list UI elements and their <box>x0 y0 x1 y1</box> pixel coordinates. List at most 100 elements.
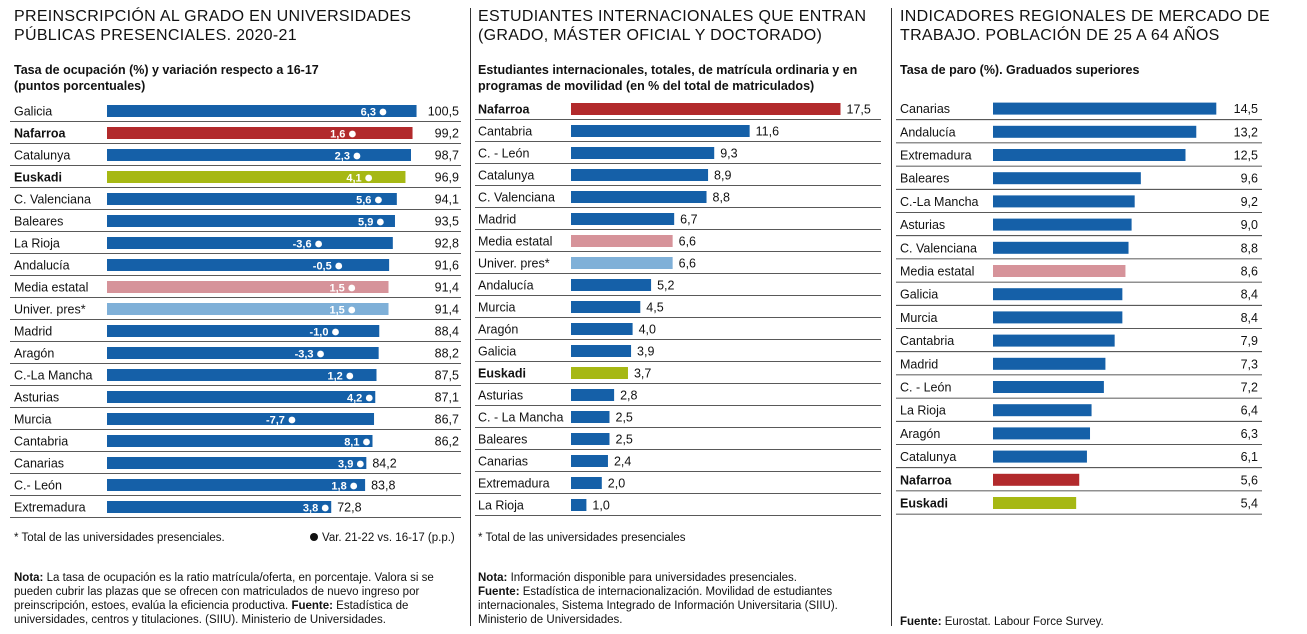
variation-label-galicia: 6,3 <box>361 107 376 119</box>
bar-asturias <box>993 218 1132 231</box>
value-label-c-valenciana: 94,1 <box>435 193 459 207</box>
value-label-catalunya: 8,9 <box>714 169 731 183</box>
bar-andalucia <box>107 259 390 271</box>
variation-dot-galicia <box>379 108 387 116</box>
value-label-catalunya: 6,1 <box>1241 450 1258 464</box>
variation-label-nafarroa: 1,6 <box>330 129 345 141</box>
divider-left <box>470 8 471 626</box>
chart-subtitle: Tasa de paro (%). Graduados superiores <box>900 63 1140 77</box>
variation-label-c-la-mancha: 1,2 <box>328 371 343 383</box>
category-label-c-leon: C. - León <box>900 381 951 395</box>
value-label-catalunya: 98,7 <box>435 149 459 163</box>
category-label-murcia: Murcia <box>14 413 52 427</box>
category-label-galicia: Galicia <box>478 345 516 359</box>
bar-madrid <box>107 325 380 337</box>
source-label: Fuente: <box>900 616 942 628</box>
category-label-media-estatal: Media estatal <box>478 235 552 249</box>
variation-dot-cantabria <box>363 438 370 446</box>
bar-canarias <box>107 457 367 469</box>
category-label-andalucia: Andalucía <box>14 259 70 273</box>
variation-label-extremadura: 3,8 <box>303 503 318 515</box>
value-label-euskadi: 96,9 <box>435 171 459 185</box>
value-label-univer-pres: 91,4 <box>435 303 459 317</box>
variation-dot-baleares <box>376 218 384 226</box>
bar-madrid <box>993 357 1106 370</box>
variation-dot-canarias <box>356 460 364 468</box>
value-label-canarias: 14,5 <box>1234 102 1258 116</box>
bar-extremadura <box>993 149 1186 161</box>
value-label-la-rioja: 92,8 <box>435 237 459 251</box>
category-label-madrid: Madrid <box>900 357 938 371</box>
variation-label-media-estatal: 1,5 <box>329 283 344 295</box>
legend-variation: Var. 21-22 vs. 16-17 (p.p.) <box>310 531 455 545</box>
category-label-aragon: Aragón <box>900 427 940 441</box>
chart-title: INDICADORES REGIONALES DE MERCADO DE TRA… <box>900 8 1270 44</box>
variation-dot-la-rioja <box>315 240 322 248</box>
value-label-baleares: 9,6 <box>1241 172 1258 186</box>
source-text: Eurostat. Labour Force Survey. <box>944 616 1104 628</box>
category-label-baleares: Baleares <box>478 433 527 447</box>
bar-euskadi <box>571 367 628 379</box>
bar-aragon <box>107 347 379 359</box>
variation-label-c-leon: 1,8 <box>331 481 346 493</box>
bar-andalucia <box>571 279 652 291</box>
category-label-univer-pres: Univer. pres* <box>478 257 550 271</box>
bar-c-leon <box>571 147 715 159</box>
value-label-aragon: 6,3 <box>1241 427 1258 441</box>
value-label-univer-pres: 6,6 <box>679 257 696 271</box>
bar-andalucia <box>993 125 1197 138</box>
bar-c-leon <box>107 479 366 491</box>
variation-dot-media-estatal <box>348 284 356 292</box>
bar-media-estatal <box>571 235 673 247</box>
value-label-nafarroa: 99,2 <box>435 127 459 141</box>
bar-media-estatal <box>107 281 389 293</box>
value-label-murcia: 86,7 <box>435 413 459 427</box>
category-label-murcia: Murcia <box>900 311 938 325</box>
category-label-euskadi: Euskadi <box>14 171 62 185</box>
value-label-madrid: 7,3 <box>1241 357 1258 371</box>
category-label-la-rioja: La Rioja <box>478 499 524 513</box>
value-label-media-estatal: 6,6 <box>679 235 696 249</box>
category-label-euskadi: Euskadi <box>900 497 948 511</box>
category-label-nafarroa: Nafarroa <box>900 473 952 487</box>
category-label-aragon: Aragón <box>14 347 54 361</box>
variation-label-la-rioja: -3,6 <box>293 239 312 251</box>
value-label-aragon: 4,0 <box>639 323 656 337</box>
category-label-andalucia: Andalucía <box>900 125 956 139</box>
value-label-andalucia: 5,2 <box>657 279 674 293</box>
value-label-canarias: 84,2 <box>372 457 396 471</box>
category-label-galicia: Galicia <box>14 105 52 119</box>
value-label-c-la-mancha: 9,2 <box>1241 195 1258 209</box>
panel-paro: INDICADORES REGIONALES DE MERCADO DE TRA… <box>892 0 1307 634</box>
bar-nafarroa <box>993 473 1080 486</box>
bar-euskadi <box>993 497 1077 509</box>
value-label-nafarroa: 17,5 <box>847 103 871 117</box>
value-label-aragon: 88,2 <box>435 347 459 361</box>
bar-cantabria <box>571 125 750 137</box>
bar-catalunya <box>107 149 411 161</box>
source-text: Estadística de universidades, centros y … <box>14 600 409 626</box>
category-label-catalunya: Catalunya <box>900 450 956 464</box>
category-label-cantabria: Cantabria <box>478 125 532 139</box>
bar-la-rioja <box>993 404 1092 417</box>
chart-title: PREINSCRIPCIÓN AL GRADO EN UNIVERSIDADES… <box>14 8 412 44</box>
value-label-madrid: 6,7 <box>680 213 697 227</box>
category-label-c-valenciana: C. Valenciana <box>900 241 977 255</box>
category-label-aragon: Aragón <box>478 323 518 337</box>
source-note: Fuente: Eurostat. Labour Force Survey. <box>900 615 1300 629</box>
value-label-asturias: 9,0 <box>1241 218 1258 232</box>
category-label-catalunya: Catalunya <box>14 149 70 163</box>
variation-dot-murcia <box>288 416 296 424</box>
value-label-la-rioja: 6,4 <box>1241 404 1258 418</box>
bar-canarias <box>571 455 608 467</box>
variation-dot-madrid <box>332 328 339 336</box>
bar-media-estatal <box>993 265 1126 277</box>
variation-dot-asturias <box>365 394 373 402</box>
category-label-madrid: Madrid <box>14 325 52 339</box>
bar-asturias <box>571 389 615 401</box>
divider-right <box>891 8 892 626</box>
bar-catalunya <box>571 169 709 181</box>
variation-label-aragon: -3,3 <box>295 349 314 361</box>
value-label-c-valenciana: 8,8 <box>1241 241 1258 255</box>
category-label-extremadura: Extremadura <box>14 501 86 515</box>
